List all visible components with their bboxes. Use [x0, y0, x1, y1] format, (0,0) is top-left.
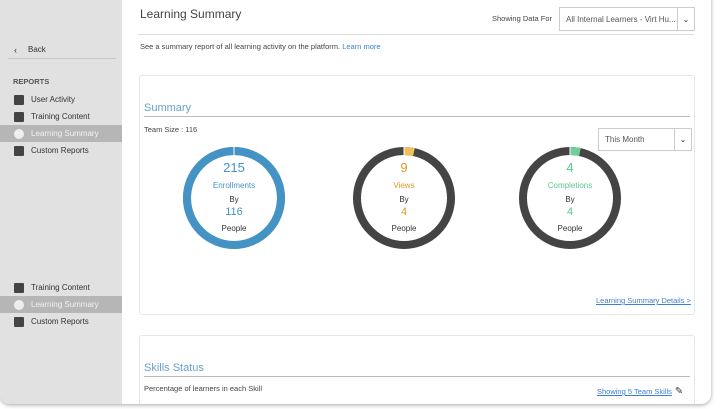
- skills-divider: [144, 376, 690, 377]
- donut-chart: [353, 147, 455, 249]
- back-button[interactable]: ‹ Back: [0, 41, 136, 58]
- ring-completions: 4 Completions By 4 People: [518, 146, 622, 250]
- learner-filter-select[interactable]: All Internal Learners - Virt Hu... ⌄: [559, 7, 695, 31]
- summary-title: Summary: [144, 102, 192, 114]
- ring-views: 9 Views By 4 People: [352, 146, 456, 250]
- ring-count: 215: [223, 160, 245, 175]
- ring-label: Views: [393, 181, 415, 190]
- team-size: Team Size : 116: [144, 125, 198, 134]
- back-label: Back: [28, 45, 46, 54]
- donut-chart: [183, 147, 285, 249]
- sidebar-item-label: Custom Reports: [31, 317, 89, 326]
- skills-subtitle: Percentage of learners in each Skill: [144, 384, 262, 393]
- ring-by: By: [565, 195, 575, 204]
- sidebar: ‹ Back REPORTS User Activity Training Con…: [0, 0, 122, 404]
- ring-people: People: [221, 224, 247, 233]
- description: See a summary report of all learning act…: [140, 42, 341, 51]
- learning-summary-icon: [14, 128, 24, 139]
- donut-chart: [519, 147, 621, 249]
- ring-count: 4: [566, 160, 574, 175]
- divider: [8, 58, 116, 59]
- sidebar-item-training-content[interactable]: Training Content: [0, 279, 122, 296]
- sidebar-item-label: Training Content: [31, 112, 90, 121]
- skills-card: Skills Status Percentage of learners in …: [139, 335, 695, 404]
- ring-label: Completions: [547, 181, 593, 190]
- period-select[interactable]: This Month ⌄: [598, 128, 692, 151]
- ring-people: People: [557, 224, 583, 233]
- ring-label: Enrollments: [212, 181, 256, 190]
- reports-heading: REPORTS: [13, 77, 50, 86]
- report-icon: [14, 282, 24, 293]
- ring-count: 9: [400, 160, 408, 175]
- ring-people-count: 4: [400, 206, 408, 218]
- ring-people-count: 116: [225, 206, 243, 218]
- edit-icon[interactable]: ✎: [674, 386, 684, 397]
- report-icon: [14, 299, 24, 310]
- summary-card: Summary Team Size : 116 This Month ⌄ 215…: [139, 75, 695, 315]
- ring-by: By: [229, 195, 239, 204]
- ring-people-count: 4: [566, 206, 574, 218]
- ring-by: By: [399, 195, 409, 204]
- header-divider: [138, 34, 694, 35]
- chevron-down-icon: ⌄: [674, 129, 691, 150]
- report-icon: [14, 316, 24, 327]
- sidebar-item-user-activity[interactable]: User Activity: [0, 91, 122, 108]
- sidebar-item-label: Training Content: [31, 283, 90, 292]
- sidebar-item-learning-summary[interactable]: Learning Summary: [0, 296, 122, 313]
- ring-people: People: [391, 224, 417, 233]
- page-title: Learning Summary: [140, 7, 242, 21]
- app-window: ‹ Back REPORTS User Activity Training Con…: [0, 0, 711, 404]
- sidebar-item-training-content[interactable]: Training Content: [0, 108, 122, 125]
- sidebar-item-label: Learning Summary: [31, 129, 99, 138]
- training-content-icon: [14, 111, 24, 122]
- team-skills-link[interactable]: Showing 5 Team Skills: [597, 387, 672, 396]
- sidebar-item-label: Learning Summary: [31, 300, 99, 309]
- showing-data-label: Showing Data For: [492, 14, 553, 23]
- custom-reports-icon: [14, 145, 24, 156]
- user-activity-icon: [14, 94, 24, 105]
- chevron-left-icon: ‹: [14, 44, 17, 55]
- skills-title: Skills Status: [144, 362, 204, 374]
- sidebar-item-custom-reports[interactable]: Custom Reports: [0, 313, 122, 330]
- filter-value: All Internal Learners - Virt Hu...: [566, 14, 676, 24]
- sidebar-item-label: User Activity: [31, 95, 76, 104]
- summary-divider: [144, 116, 690, 117]
- ring-enrollments: 215 Enrollments By 116 People: [182, 146, 286, 250]
- sidebar-item-custom-reports[interactable]: Custom Reports: [0, 142, 122, 159]
- period-value: This Month: [605, 135, 645, 144]
- main-content: Learning Summary Showing Data For All In…: [122, 0, 711, 404]
- learning-summary-details-link[interactable]: Learning Summary Details >: [596, 296, 691, 305]
- sidebar-item-label: Custom Reports: [31, 146, 89, 155]
- chevron-down-icon: ⌄: [677, 8, 694, 30]
- sidebar-item-learning-summary[interactable]: Learning Summary: [0, 125, 122, 142]
- learn-more-link[interactable]: Learn more: [342, 42, 381, 51]
